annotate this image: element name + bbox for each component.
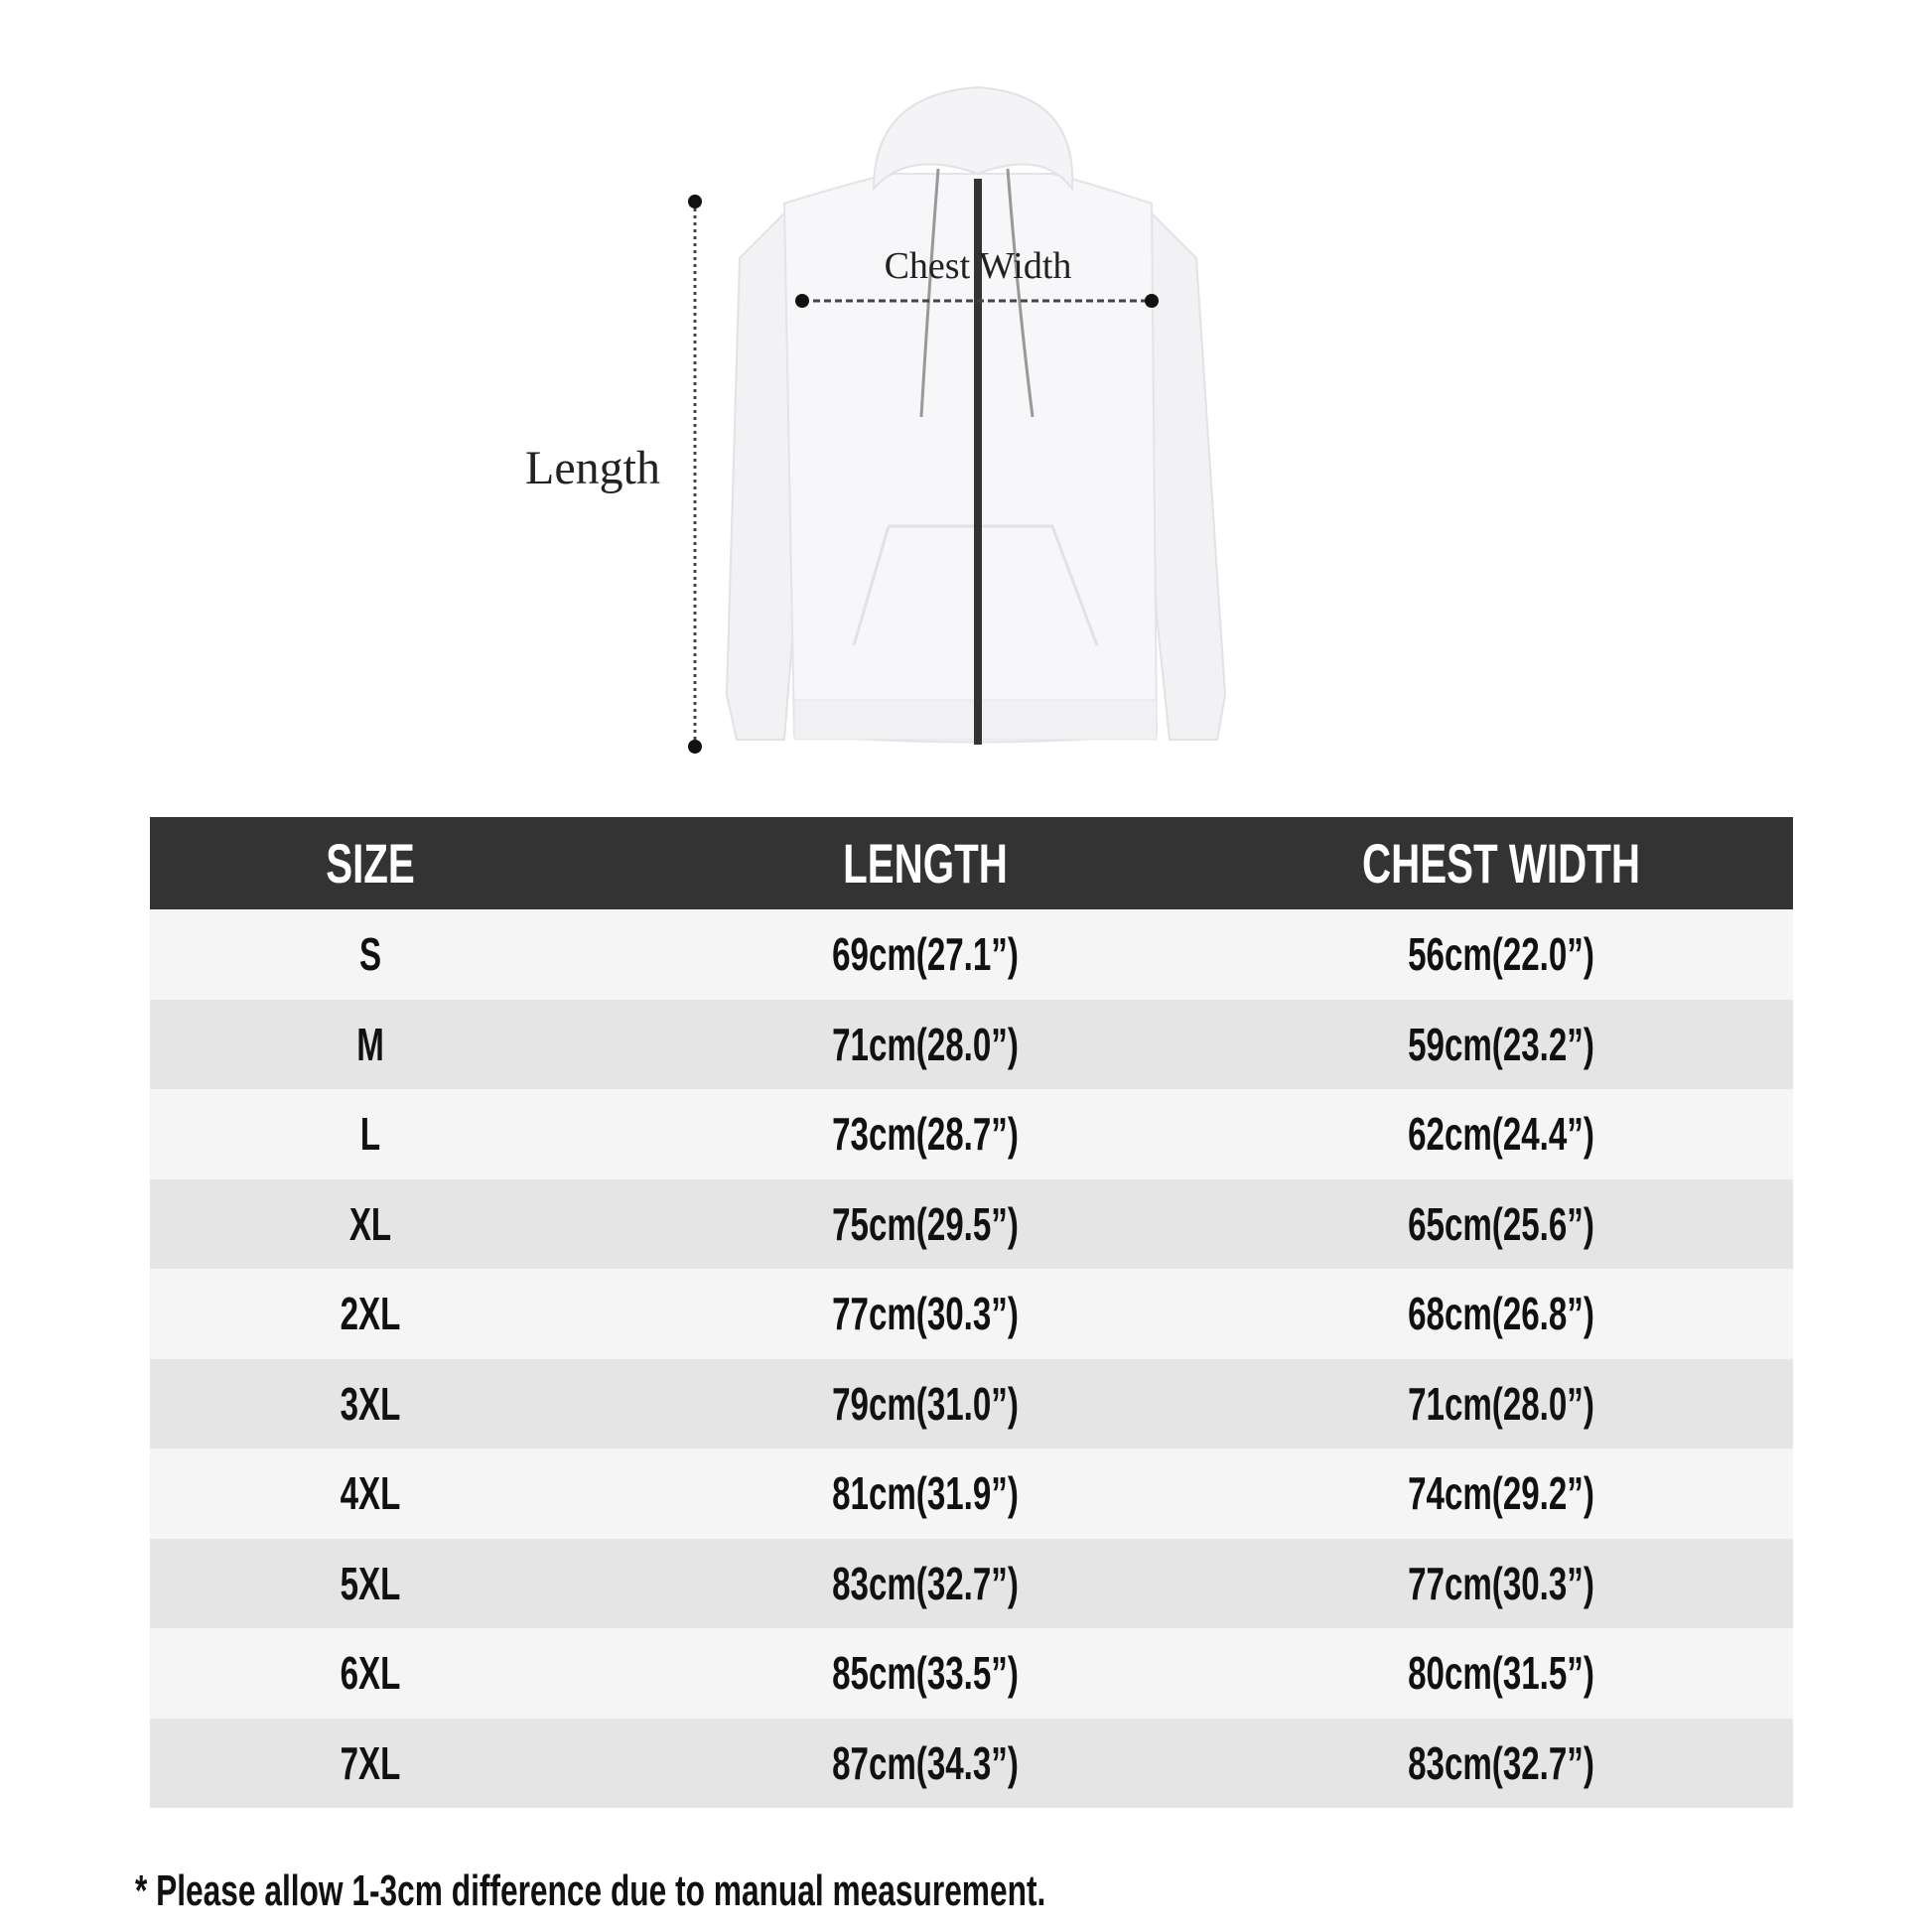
size-cell: 3XL xyxy=(340,1377,401,1430)
size-cell: 5XL xyxy=(340,1557,401,1609)
table-row: 5XL 83cm(32.7”) 77cm(30.3”) xyxy=(150,1538,1793,1628)
chest-width-cell: 80cm(31.5”) xyxy=(1408,1647,1594,1700)
size-cell: XL xyxy=(348,1197,392,1250)
table-row: XL 75cm(29.5”) 65cm(25.6”) xyxy=(150,1178,1793,1269)
size-cell: S xyxy=(358,928,382,981)
header-chest-width: CHEST WIDTH xyxy=(1362,832,1640,895)
table-row: 3XL 79cm(31.0”) 71cm(28.0”) xyxy=(150,1358,1793,1449)
table-row: S 69cm(27.1”) 56cm(22.0”) xyxy=(150,909,1793,1000)
table-header: SIZE LENGTH CHEST WIDTH xyxy=(150,817,1793,909)
size-cell: M xyxy=(356,1018,384,1070)
chest-width-cell: 59cm(23.2”) xyxy=(1408,1018,1594,1070)
chest-measure-line xyxy=(795,294,1159,308)
chest-width-cell: 62cm(24.4”) xyxy=(1408,1108,1594,1161)
size-cell: 6XL xyxy=(340,1647,401,1700)
table-row: 6XL 85cm(33.5”) 80cm(31.5”) xyxy=(150,1628,1793,1719)
length-measure-line xyxy=(688,195,702,754)
table-row: L 73cm(28.7”) 62cm(24.4”) xyxy=(150,1089,1793,1179)
chest-width-cell: 65cm(25.6”) xyxy=(1408,1197,1594,1250)
header-size: SIZE xyxy=(326,832,415,895)
chest-width-cell: 74cm(29.2”) xyxy=(1408,1467,1594,1520)
chest-width-cell: 83cm(32.7”) xyxy=(1408,1736,1594,1789)
chest-width-label: Chest Width xyxy=(885,245,1072,287)
length-cell: 73cm(28.7”) xyxy=(832,1108,1019,1161)
length-cell: 71cm(28.0”) xyxy=(832,1018,1019,1070)
length-label: Length xyxy=(525,442,660,494)
length-cell: 69cm(27.1”) xyxy=(832,928,1019,981)
header-length: LENGTH xyxy=(843,832,1008,895)
table-row: 4XL 81cm(31.9”) 74cm(29.2”) xyxy=(150,1449,1793,1539)
chest-width-cell: 71cm(28.0”) xyxy=(1408,1377,1594,1430)
footnote: * Please allow 1-3cm difference due to m… xyxy=(135,1866,1046,1915)
table-row: 7XL 87cm(34.3”) 83cm(32.7”) xyxy=(150,1718,1793,1808)
size-cell: 2XL xyxy=(340,1288,401,1340)
size-cell: L xyxy=(359,1108,381,1161)
length-cell: 83cm(32.7”) xyxy=(832,1557,1019,1609)
chest-width-cell: 68cm(26.8”) xyxy=(1408,1288,1594,1340)
table-row: M 71cm(28.0”) 59cm(23.2”) xyxy=(150,999,1793,1089)
hoodie-measurement-diagram: Chest Width Length xyxy=(525,85,1227,754)
hoodie-image xyxy=(725,85,1227,745)
size-cell: 4XL xyxy=(340,1467,401,1520)
table-row: 2XL 77cm(30.3”) 68cm(26.8”) xyxy=(150,1269,1793,1359)
size-cell: 7XL xyxy=(340,1736,401,1789)
size-chart-table: SIZE LENGTH CHEST WIDTH S 69cm(27.1”) 56cm… xyxy=(150,817,1793,1808)
length-cell: 81cm(31.9”) xyxy=(832,1467,1019,1520)
length-cell: 79cm(31.0”) xyxy=(832,1377,1019,1430)
length-cell: 75cm(29.5”) xyxy=(832,1197,1019,1250)
chest-width-cell: 77cm(30.3”) xyxy=(1408,1557,1594,1609)
chest-width-cell: 56cm(22.0”) xyxy=(1408,928,1594,981)
length-cell: 85cm(33.5”) xyxy=(832,1647,1019,1700)
length-cell: 87cm(34.3”) xyxy=(832,1736,1019,1789)
length-cell: 77cm(30.3”) xyxy=(832,1288,1019,1340)
